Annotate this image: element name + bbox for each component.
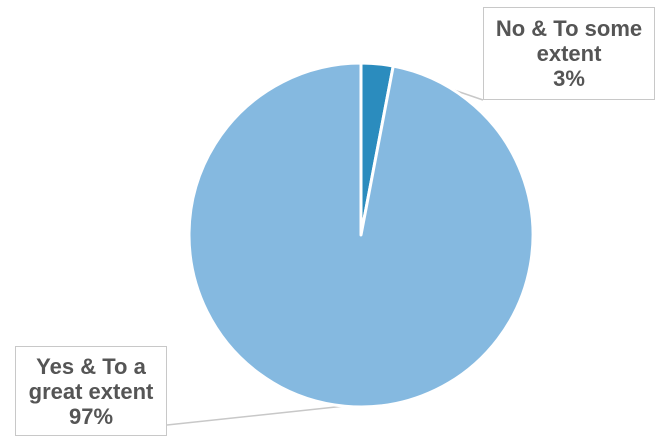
data-label-no-line-2: extent <box>536 41 602 66</box>
pie-slices <box>187 61 535 409</box>
data-label-no-line-1: No & To some <box>495 16 643 41</box>
leader-line-yes <box>166 405 346 426</box>
data-label-yes-line-2: great extent <box>28 378 154 404</box>
data-label-yes-to-great-extent: Yes & To a great extent 97% <box>15 346 167 436</box>
data-label-yes-percent: 97% <box>68 403 114 429</box>
data-label-no-percent: 3% <box>553 66 585 91</box>
pie-slice-1 <box>187 61 535 409</box>
data-label-yes-line-1: Yes & To a <box>36 353 146 379</box>
data-label-no-to-some-extent: No & To some extent 3% <box>483 7 655 100</box>
